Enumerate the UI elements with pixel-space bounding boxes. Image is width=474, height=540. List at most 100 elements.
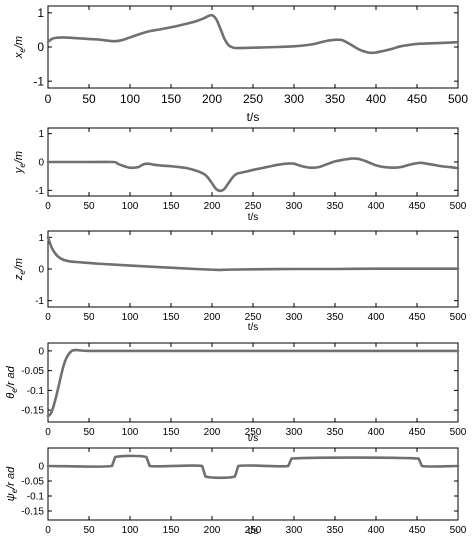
x-tick-label: 0 (45, 201, 51, 212)
x-tick-label: 450 (409, 427, 426, 438)
y-tick-label: -0.15 (21, 507, 44, 518)
x-tick-label: 150 (163, 427, 180, 438)
y-tick-label: -1 (35, 296, 44, 307)
x-tick-label: 150 (161, 92, 181, 106)
x-tick-label: 300 (286, 201, 303, 212)
y-tick-label: -0.1 (27, 386, 45, 397)
chart-panel-5: 0 50 100 150 200 250 300 350 400 450 500 0 -0.05 -0.1… (5, 447, 467, 537)
x-tick-label: 500 (448, 92, 468, 106)
y-axis-label: xe/m (13, 36, 27, 59)
x-tick-label: 150 (163, 201, 180, 212)
y-tick-label: 0 (38, 265, 44, 276)
y-label-var: θ (5, 393, 17, 399)
x-tick-label: 100 (120, 92, 140, 106)
x-tick-label: 500 (450, 427, 467, 438)
x-tick-label: 150 (163, 312, 180, 323)
x-tick-label: 450 (409, 201, 426, 212)
y-axis-label: ψe/r ad (5, 466, 19, 501)
x-tick-label: 450 (409, 312, 426, 323)
x-tick-label: 50 (83, 201, 95, 212)
y-axis-label: ze/m (13, 258, 27, 281)
x-tick-label: 400 (368, 427, 385, 438)
chart-panel-2: 0 50 100 150 200 250 300 350 400 450 500-101t/sye/… (13, 127, 467, 223)
x-tick-label: 50 (82, 92, 96, 106)
x-tick-label: 100 (122, 201, 139, 212)
y-label-var: y (13, 166, 25, 174)
y-tick-label: 1 (38, 129, 44, 140)
x-tick-label: 350 (325, 92, 345, 106)
x-tick-label: 200 (204, 525, 221, 536)
y-label-unit: /m (13, 36, 25, 49)
y-tick-label: 1 (37, 6, 44, 20)
y-label-var: ψ (5, 493, 17, 501)
series-line (46, 348, 460, 418)
y-tick-label: -1 (33, 74, 44, 88)
y-tick-label: 0 (38, 462, 44, 473)
x-tick-label: 50 (83, 312, 95, 323)
x-tick-label: 0 (45, 312, 51, 323)
x-tick-label: 200 (202, 92, 222, 106)
y-label-var: x (13, 52, 25, 59)
y-label-unit: /r ad (5, 466, 17, 490)
x-tick-label: 200 (204, 427, 221, 438)
x-tick-label: 350 (327, 312, 344, 323)
x-tick-label: 350 (327, 201, 344, 212)
x-tick-label: 250 (245, 312, 262, 323)
x-tick-label: 50 (83, 525, 95, 536)
x-tick-label: 450 (409, 525, 426, 536)
x-tick-label: 400 (368, 201, 385, 212)
x-axis-label: t/s (247, 110, 260, 124)
x-tick-label: 250 (245, 427, 262, 438)
chart-panel-4: 0 50 100 150 200 250 300 350 400 450 500 0 -0.05 -0.1… (5, 342, 467, 444)
x-tick-label: 450 (407, 92, 427, 106)
y-tick-label: 0 (37, 40, 44, 54)
x-tick-label: 350 (327, 427, 344, 438)
x-tick-label: 350 (327, 525, 344, 536)
series-line (46, 157, 460, 193)
x-tick-label: 300 (286, 525, 303, 536)
x-tick-label: 0 (45, 427, 51, 438)
y-label-unit: /m (13, 258, 25, 271)
x-tick-label: 250 (245, 201, 262, 212)
y-label-sub: e (10, 388, 19, 393)
x-tick-label: 300 (284, 92, 304, 106)
x-tick-label: 500 (450, 525, 467, 536)
y-label-sub: e (10, 488, 19, 493)
x-axis-label: t/s (248, 212, 259, 223)
y-tick-label: -0.05 (21, 477, 44, 488)
x-tick-label: 400 (368, 312, 385, 323)
x-axis-label: t/s (248, 433, 259, 444)
y-label-sub: e (18, 163, 27, 168)
chart-panel-3: 0 50 100 150 200 250 300 350 400 450 500-101t/sze/… (13, 230, 467, 333)
x-tick-label: 500 (450, 312, 467, 323)
x-tick-label: 200 (204, 312, 221, 323)
x-tick-label: 0 (45, 525, 51, 536)
y-tick-label: 0 (38, 346, 44, 357)
y-axis-label: ye/m (13, 151, 27, 174)
x-tick-label: 100 (122, 525, 139, 536)
x-tick-label: 100 (122, 312, 139, 323)
y-tick-label: 1 (38, 233, 44, 244)
y-label-sub: e (18, 48, 27, 53)
x-tick-label: 150 (163, 525, 180, 536)
y-label-unit: /r ad (5, 365, 17, 389)
x-axis-label: t/s (248, 526, 259, 537)
x-tick-label: 300 (286, 312, 303, 323)
y-tick-label: -0.05 (21, 366, 44, 377)
y-tick-label: -0.15 (21, 406, 44, 417)
series-line (46, 454, 460, 480)
x-tick-label: 0 (45, 92, 52, 106)
x-tick-label: 300 (286, 427, 303, 438)
plot-frame (47, 342, 459, 423)
y-label-var: z (13, 274, 25, 281)
chart-panel-1: 0 50 100 150 200 250 300 350 400 450 500-101t/sxe/… (13, 5, 468, 124)
series-line (46, 236, 460, 272)
x-tick-label: 100 (122, 427, 139, 438)
y-label-sub: e (18, 270, 27, 275)
y-tick-label: -0.1 (27, 492, 45, 503)
y-tick-label: -1 (35, 186, 44, 197)
series-line (46, 13, 460, 55)
x-tick-label: 50 (83, 427, 95, 438)
x-axis-label: t/s (248, 322, 259, 333)
